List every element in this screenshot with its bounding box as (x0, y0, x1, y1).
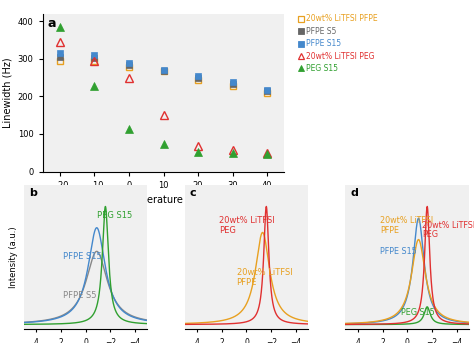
Text: 20wt% LiTFSI
PFPE: 20wt% LiTFSI PFPE (380, 216, 433, 235)
Text: 20wt% LiTFSI
PEG: 20wt% LiTFSI PEG (219, 216, 275, 235)
Legend: 20wt% LiTFSI PFPE, PFPE S5, PFPE S15, 20wt% LiTFSI PEG, PEG S15: 20wt% LiTFSI PFPE, PFPE S5, PFPE S15, 20… (298, 14, 378, 73)
Text: 20wt% LiTFSI
PEG: 20wt% LiTFSI PEG (422, 221, 474, 239)
X-axis label: Temperature (°C): Temperature (°C) (121, 195, 206, 205)
Text: b: b (28, 188, 36, 198)
Text: PFPE S5: PFPE S5 (64, 291, 97, 299)
Text: PFPE S15: PFPE S15 (380, 247, 417, 256)
Text: PEG S15: PEG S15 (97, 211, 132, 221)
Y-axis label: Intensity (a.u.): Intensity (a.u.) (9, 226, 18, 288)
Text: PEG S15: PEG S15 (401, 308, 435, 317)
Y-axis label: Linewidth (Hz): Linewidth (Hz) (2, 57, 12, 128)
Text: 20wt% LiTFSI
PFPE: 20wt% LiTFSI PFPE (237, 268, 292, 287)
Text: a: a (47, 17, 56, 30)
Text: PFPE S15: PFPE S15 (64, 251, 102, 261)
Text: d: d (350, 188, 358, 198)
Text: c: c (190, 188, 196, 198)
